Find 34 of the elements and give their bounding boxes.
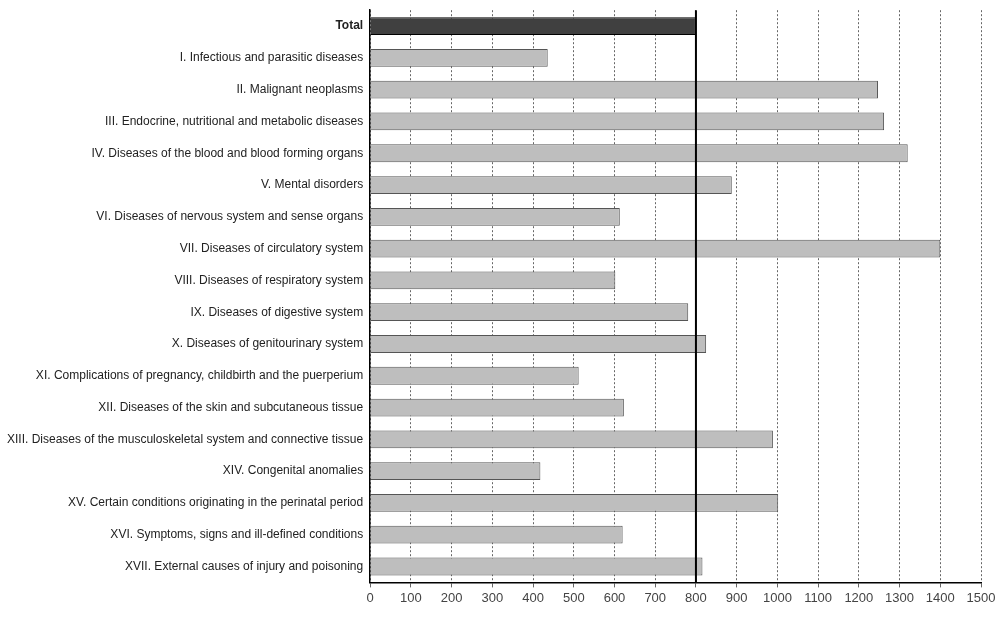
y-tick-label: VII. Diseases of circulatory system	[179, 240, 364, 255]
y-tick-label: XVI. Symptoms, signs and ill-defined conditions	[110, 527, 364, 542]
y-tick-label: X. Diseases of genitourinary system	[171, 336, 364, 351]
y-tick-label: I. Infectious and parasitic diseases	[179, 50, 364, 65]
x-tick-label: 400	[522, 589, 544, 605]
y-tick-label: XI. Complications of pregnancy, childbirth and the puerperium	[35, 368, 364, 383]
x-tick-label: 900	[725, 589, 748, 605]
y-tick-label: III. Endocrine, nutritional and metabolic diseases	[105, 113, 364, 128]
x-tick-label: 0	[366, 589, 374, 605]
x-tick-label: 1000	[762, 589, 792, 605]
x-tick-label: 1400	[925, 589, 955, 605]
y-tick-label: II. Malignant neoplasms	[236, 81, 364, 96]
x-tick-label: 300	[481, 589, 504, 605]
x-tick-label: 1500	[966, 589, 996, 605]
y-tick-label: XII. Diseases of the skin and subcutaneous tissue	[98, 399, 364, 414]
y-tick-label: XV. Certain conditions originating in the perinatal period	[68, 495, 364, 510]
x-tick-label: 600	[603, 589, 626, 605]
y-tick-label: IV. Diseases of the blood and blood forming organs	[91, 145, 364, 160]
y-tick-label: VIII. Diseases of respiratory system	[174, 272, 364, 287]
y-tick-label: XIII. Diseases of the musculoskeletal system and connective tissue	[7, 431, 364, 446]
y-tick-label: IX. Diseases of digestive system	[190, 304, 364, 319]
y-tick-label: Total	[335, 18, 364, 33]
x-tick-label: 700	[644, 589, 667, 605]
x-tick-label: 100	[400, 589, 422, 605]
x-tick-label: 500	[562, 589, 585, 605]
x-tick-label: 1300	[885, 589, 915, 605]
x-tick-label: 1100	[804, 589, 833, 605]
y-tick-label: VI. Diseases of nervous system and sense organs	[96, 209, 364, 224]
x-tick-label: 200	[440, 589, 463, 605]
x-tick-label: 1200	[844, 589, 874, 605]
y-tick-label: V. Mental disorders	[260, 177, 364, 192]
y-tick-label: XVII. External causes of injury and poisoning	[125, 558, 364, 573]
x-tick-label: 800	[685, 589, 707, 605]
y-tick-label: XIV. Congenital anomalies	[222, 463, 364, 478]
